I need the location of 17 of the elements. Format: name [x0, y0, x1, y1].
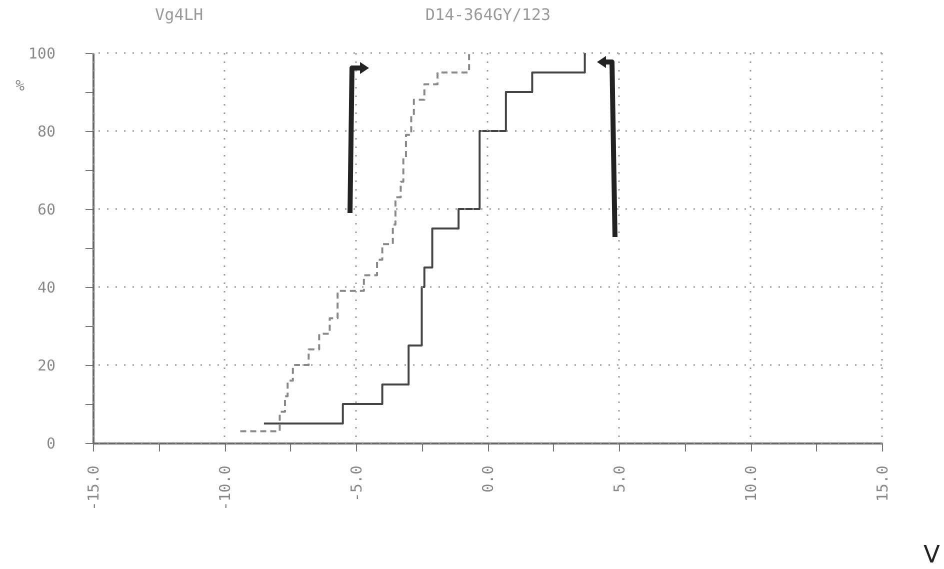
y-tick-label: 0 [46, 434, 56, 452]
x-tick-label: 5.0 [610, 466, 628, 493]
y-tick-label: 80 [37, 122, 56, 140]
y-tick-label: 100 [28, 44, 56, 62]
x-tick-label: 10.0 [742, 466, 760, 502]
y-tick-label: 40 [37, 278, 56, 296]
x-tick-label: -15.0 [84, 466, 102, 511]
x-tick-label: -5.0 [348, 466, 366, 502]
x-tick-label: 15.0 [874, 466, 892, 502]
x-tick-label: -10.0 [216, 466, 234, 511]
x-tick-label: 0.0 [479, 466, 497, 493]
x-axis-title: V [924, 540, 940, 568]
text: Vg4LH [155, 5, 204, 24]
chart-title: D14-364GY/123 [425, 5, 551, 24]
y-axis-title: % [16, 76, 25, 94]
y-tick-label: 20 [37, 356, 56, 374]
y-tick-label: 60 [37, 200, 56, 218]
